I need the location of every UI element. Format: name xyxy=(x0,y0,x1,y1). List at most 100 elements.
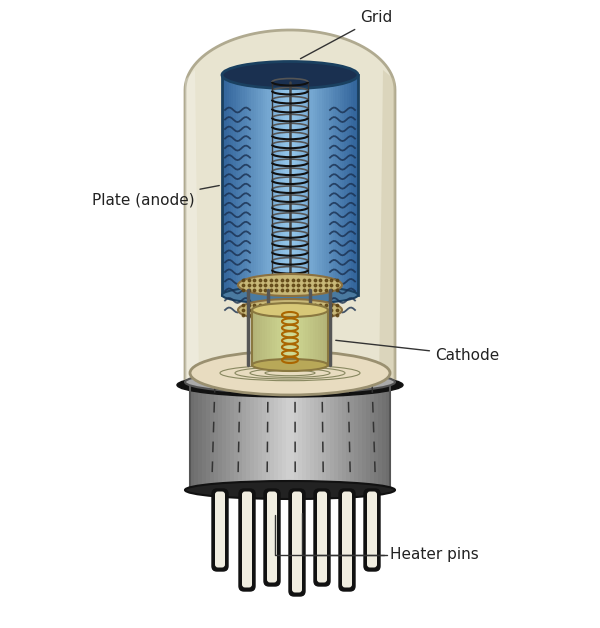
Bar xyxy=(315,75,318,295)
Bar xyxy=(242,382,247,490)
Bar xyxy=(277,75,279,295)
Bar xyxy=(318,310,321,365)
Bar xyxy=(308,310,311,365)
Bar xyxy=(190,382,390,490)
Bar xyxy=(288,75,290,295)
Bar xyxy=(238,382,242,490)
Bar xyxy=(370,382,374,490)
Bar xyxy=(306,75,308,295)
FancyBboxPatch shape xyxy=(292,492,302,592)
Text: Plate (anode): Plate (anode) xyxy=(92,185,219,207)
Bar xyxy=(256,75,259,295)
Bar xyxy=(290,310,293,365)
Bar xyxy=(222,382,227,490)
Bar xyxy=(252,310,255,365)
Bar xyxy=(281,75,284,295)
Bar xyxy=(356,75,359,295)
Bar xyxy=(260,75,263,295)
Text: Heater pins: Heater pins xyxy=(275,515,479,563)
FancyBboxPatch shape xyxy=(212,489,228,571)
Bar xyxy=(214,382,218,490)
FancyBboxPatch shape xyxy=(364,489,380,571)
Bar xyxy=(301,75,304,295)
Ellipse shape xyxy=(222,62,358,89)
Bar xyxy=(346,382,350,490)
Bar xyxy=(335,75,338,295)
Bar xyxy=(274,382,278,490)
Bar xyxy=(236,75,238,295)
Bar xyxy=(326,382,331,490)
Ellipse shape xyxy=(222,286,358,304)
Bar xyxy=(298,310,301,365)
Bar xyxy=(320,310,323,365)
Bar xyxy=(329,75,331,295)
Bar xyxy=(240,75,243,295)
FancyBboxPatch shape xyxy=(342,492,352,588)
Ellipse shape xyxy=(252,303,328,317)
Bar xyxy=(234,382,239,490)
Text: Grid: Grid xyxy=(301,11,392,58)
Bar xyxy=(242,75,245,295)
Ellipse shape xyxy=(190,351,390,395)
Bar xyxy=(280,310,283,365)
Bar xyxy=(251,75,254,295)
Bar xyxy=(324,75,327,295)
Bar xyxy=(338,382,343,490)
Bar xyxy=(316,310,319,365)
Bar xyxy=(330,382,335,490)
Bar xyxy=(252,310,328,365)
Bar xyxy=(347,75,349,295)
Polygon shape xyxy=(379,70,395,385)
Bar xyxy=(358,382,362,490)
Bar xyxy=(263,75,266,295)
Bar xyxy=(299,75,302,295)
Ellipse shape xyxy=(185,371,395,393)
Bar xyxy=(249,75,252,295)
Bar xyxy=(334,382,338,490)
Bar xyxy=(287,310,290,365)
Bar xyxy=(285,310,288,365)
Bar xyxy=(354,382,359,490)
Bar xyxy=(362,382,367,490)
Polygon shape xyxy=(185,70,199,385)
Bar xyxy=(265,75,268,295)
FancyBboxPatch shape xyxy=(289,489,305,596)
Bar xyxy=(278,382,283,490)
Bar xyxy=(290,382,295,490)
Bar xyxy=(302,310,306,365)
Bar xyxy=(286,75,288,295)
Bar xyxy=(206,382,211,490)
Bar xyxy=(305,310,308,365)
Bar xyxy=(265,310,268,365)
Bar xyxy=(282,382,287,490)
Bar xyxy=(317,75,320,295)
Bar xyxy=(366,382,371,490)
Bar xyxy=(378,382,383,490)
Bar xyxy=(275,310,278,365)
Bar xyxy=(224,75,227,295)
Bar xyxy=(293,310,296,365)
Bar xyxy=(295,310,298,365)
Bar xyxy=(258,382,263,490)
Bar xyxy=(350,382,355,490)
Bar xyxy=(190,382,194,490)
Bar xyxy=(319,75,322,295)
Bar xyxy=(278,75,281,295)
Bar xyxy=(257,310,260,365)
Bar xyxy=(292,75,295,295)
Bar xyxy=(262,382,266,490)
Bar xyxy=(283,310,286,365)
Bar xyxy=(344,75,347,295)
Bar xyxy=(340,75,343,295)
Bar xyxy=(294,382,299,490)
Bar xyxy=(258,75,261,295)
Bar xyxy=(210,382,215,490)
Bar xyxy=(298,382,302,490)
Bar xyxy=(342,382,347,490)
Bar xyxy=(245,75,247,295)
Bar xyxy=(338,75,340,295)
Bar xyxy=(238,75,241,295)
Bar xyxy=(302,382,307,490)
Bar xyxy=(277,310,280,365)
Bar xyxy=(254,310,257,365)
